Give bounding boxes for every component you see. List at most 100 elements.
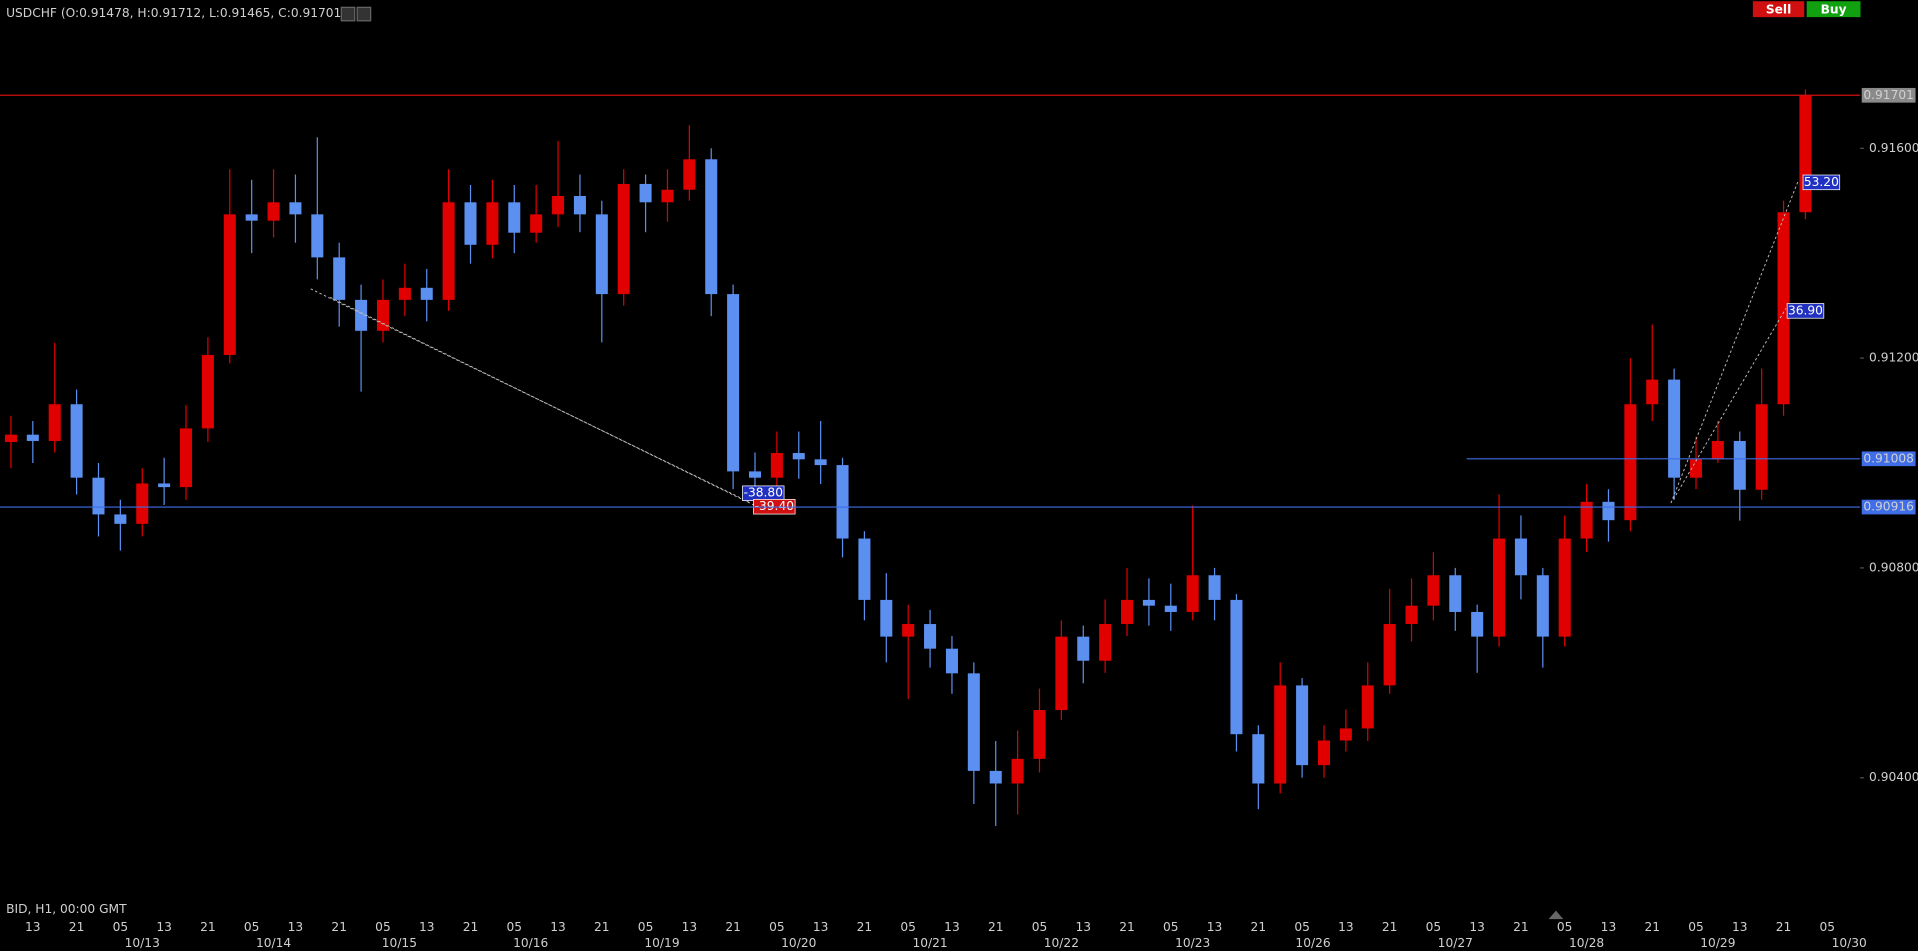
trend-line (1670, 180, 1799, 504)
candle-body (136, 483, 149, 524)
x-tick-label: 05 (1426, 920, 1442, 934)
date-label: 10/22 (1044, 936, 1079, 950)
candle-body (4, 434, 17, 443)
candle-body (661, 189, 674, 203)
trend-lines (310, 180, 1799, 506)
x-tick-label: 21 (1382, 920, 1398, 934)
candle-body (1361, 685, 1374, 729)
buy-button[interactable] (1806, 1, 1861, 18)
date-label: 10/19 (644, 936, 679, 950)
candle-body (1164, 605, 1177, 612)
candle-body (945, 648, 958, 674)
candle-body (1580, 501, 1593, 539)
candle-body (1186, 575, 1199, 612)
x-tick-label: 21 (1119, 920, 1135, 934)
candle-body (114, 514, 127, 524)
sell-button[interactable] (1752, 1, 1805, 18)
candle-body (1514, 538, 1527, 576)
candle-body (333, 257, 346, 300)
candle-body (1536, 575, 1549, 637)
x-tick-label: 05 (113, 920, 129, 934)
candle-body (1558, 538, 1571, 637)
x-tick-label: 05 (1163, 920, 1179, 934)
x-tick-label: 21 (1251, 920, 1267, 934)
candle-body (376, 299, 389, 331)
settings-icon[interactable] (356, 6, 372, 22)
candle-body (1449, 575, 1462, 612)
annotation: -38.80 (744, 486, 783, 500)
candle-body (1733, 440, 1746, 490)
x-tick-label: 13 (682, 920, 698, 934)
candle-body (880, 599, 893, 637)
x-tick-label: 05 (1820, 920, 1836, 934)
date-label: 10/21 (912, 936, 947, 950)
scroll-marker[interactable] (1548, 910, 1564, 920)
candle-body (1755, 404, 1768, 490)
candle-body (92, 477, 105, 515)
candle-body (924, 624, 937, 649)
candle-body (1711, 440, 1724, 460)
x-tick-label: 13 (288, 920, 304, 934)
candle-body (1077, 636, 1090, 661)
sell-label[interactable]: Sell (1766, 2, 1791, 16)
x-tick-label: 05 (1032, 920, 1048, 934)
candle-body (836, 465, 849, 539)
candle-body (1317, 740, 1331, 766)
candle-body (683, 159, 696, 190)
candle-body (814, 459, 827, 466)
x-tick-label: 21 (1513, 920, 1529, 934)
candle-body (486, 202, 499, 245)
candle-body (1274, 685, 1287, 784)
candle-body (26, 434, 39, 441)
candle-body (705, 159, 718, 295)
candle-body (639, 183, 652, 203)
price-label: 0.90916 (1863, 500, 1914, 514)
x-tick-label: 13 (1469, 920, 1485, 934)
y-tick-label: 0.91200 (1869, 351, 1918, 365)
candle-body (201, 354, 214, 429)
plot (4, 89, 1812, 826)
x-tick-label: 05 (1688, 920, 1704, 934)
candle-body (552, 196, 565, 215)
x-tick-label: 05 (900, 920, 916, 934)
annotation: 36.90 (1788, 303, 1823, 317)
date-label: 10/28 (1569, 936, 1604, 950)
annotation: -39.40 (755, 499, 794, 513)
x-tick-label: 13 (944, 920, 960, 934)
date-label: 10/15 (382, 936, 417, 950)
candle-body (398, 287, 411, 300)
candle-body (1142, 599, 1155, 606)
x-tick-label: 13 (813, 920, 829, 934)
annotation: 53.20 (1804, 175, 1839, 189)
price-label: 0.91701 (1863, 88, 1914, 102)
date-label: 10/30 (1832, 936, 1867, 950)
candle-body (311, 214, 324, 258)
x-tick-label: 13 (1732, 920, 1748, 934)
x-tick-label: 21 (463, 920, 479, 934)
candle-body (267, 202, 280, 221)
candle-body (1383, 624, 1396, 686)
x-tick-label: 13 (156, 920, 172, 934)
candle-body (289, 202, 302, 215)
candle-body (902, 624, 915, 637)
candle-body (1252, 734, 1265, 784)
candle-body (1230, 599, 1243, 735)
candle-body (464, 202, 477, 245)
x-tick-label: 05 (244, 920, 260, 934)
candle-body (508, 202, 521, 233)
candle-body (179, 428, 193, 488)
candle-body (1689, 459, 1703, 478)
info-label: BID, H1, 00:00 GMT (6, 902, 127, 916)
settings-icon[interactable] (340, 6, 356, 22)
buy-label[interactable]: Buy (1821, 2, 1847, 16)
x-tick-label: 21 (331, 920, 347, 934)
x-tick-label: 05 (1557, 920, 1573, 934)
x-tick-label: 05 (375, 920, 391, 934)
candle-body (858, 538, 871, 600)
candle-body (617, 183, 630, 295)
candle-body (573, 196, 586, 215)
candle-body (1033, 710, 1046, 759)
candle-body (1208, 575, 1221, 600)
